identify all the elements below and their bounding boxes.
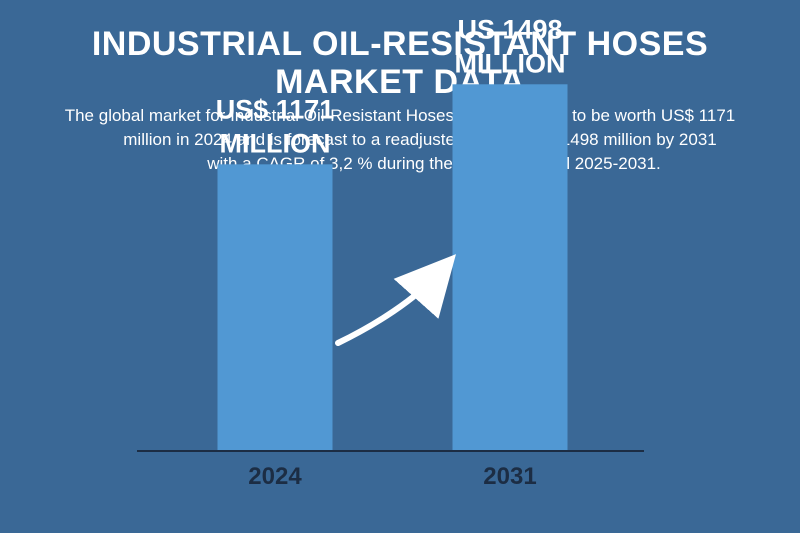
growth-arrow-icon [335, 254, 456, 346]
value-label-2031-line-2: MILLION [455, 48, 566, 78]
bar-2031 [452, 84, 568, 451]
value-label-2024-line-2: MILLION [220, 128, 331, 158]
x-tick-label-2031: 2031 [483, 463, 536, 490]
description-line-2: million in 2024 and is forecast to a rea… [123, 130, 717, 149]
description-line-1: The global market for Industrial Oil-Res… [64, 106, 736, 125]
x-tick-label-2024: 2024 [248, 463, 302, 490]
bar-2024 [217, 164, 333, 451]
chart-title-line-1: INDUSTRIAL OIL-RESISTANT HOSES [91, 25, 709, 63]
value-label-2031-line-1: US 1498 [457, 14, 562, 44]
value-label-2024-line-1: US$ 1171 [216, 94, 335, 124]
